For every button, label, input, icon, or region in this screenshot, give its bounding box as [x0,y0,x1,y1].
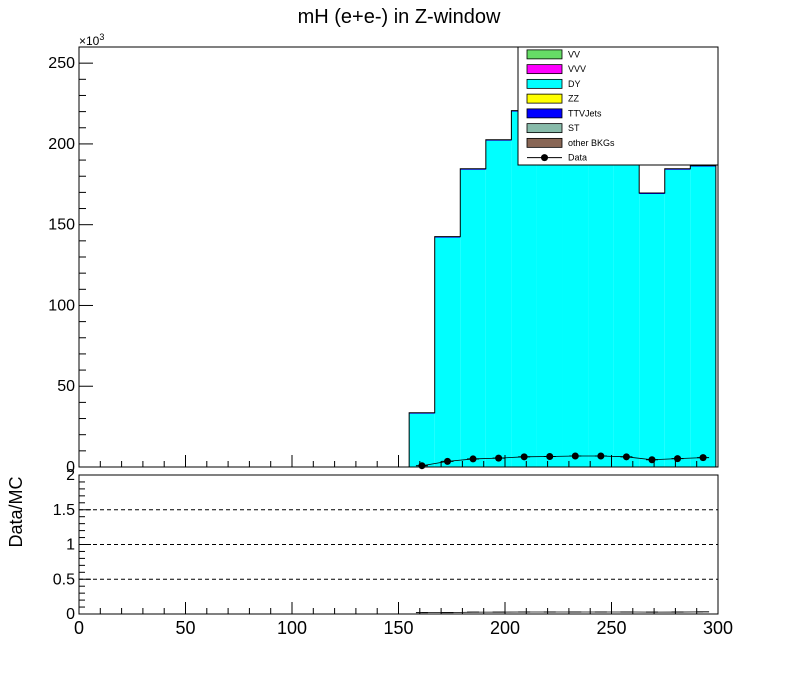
ratio-x-tick-label: 0 [74,618,84,638]
ratio-x-tick-label: 150 [383,618,413,638]
ratio-panel: 0 0.5 1 1.5 2 0 50 100 150 200 250 300 [53,467,733,638]
data-point-1 [443,457,451,465]
main-y-tick-label: 200 [48,136,75,153]
legend-swatch-4 [526,108,563,119]
main-y-tick-label: 250 [48,55,75,72]
bar-dy-9 [639,194,665,467]
main-y-tick-label: 50 [57,378,75,395]
bar-dy-10 [664,169,691,467]
bar-dy-2 [460,169,486,467]
bar-dy-0 [409,413,435,467]
ratio-connect-line [421,611,704,614]
y-multiplier-base: ×10 [79,34,100,48]
ratio-y-tick-label: 0.5 [53,571,75,588]
ratio-y-tick-label: 0 [66,606,75,623]
main-y-tick-label: 0 [66,459,75,476]
ratio-y-tick-label: 2 [66,467,75,484]
bar-dy-8 [613,111,640,467]
ratio-y-tick-label: 1.5 [53,502,75,519]
ratio-x-tick-label: 250 [596,618,626,638]
bar-dy-4 [511,111,537,467]
main-y-tick-label: 100 [48,297,75,314]
legend-swatch-1 [526,64,563,75]
data-point-6 [571,452,579,460]
data-point-11 [699,454,707,462]
legend-label-6: other BKGs [568,138,615,148]
y-multiplier-exponent: 3 [99,32,104,42]
ratio-y-tick-label: 1 [66,537,75,554]
bar-dy-1 [434,237,461,467]
ratio-x-tick-label: 100 [277,618,307,638]
legend-label-3: ZZ [568,94,579,104]
data-point-3 [495,454,503,462]
legend-label-7: Data [568,153,587,163]
legend-swatch-2 [526,78,563,89]
bar-dy-11 [690,166,716,468]
data-point-10 [674,455,682,463]
legend-swatch-5 [526,123,563,134]
data-point-2 [469,455,477,463]
ratio-y-axis-label: Data/MC [6,476,26,547]
main-panel: 0 50 100 150 200 250 [48,46,719,476]
y-multiplier-label: ×103 [79,32,104,48]
legend-label-2: DY [568,79,581,89]
chart-title: mH (e+e-) in Z-window [298,6,501,28]
data-point-8 [622,453,630,461]
data-point-5 [546,453,554,460]
data-point-7 [597,452,605,460]
bar-dy-3 [485,140,512,467]
legend-label-5: ST [568,123,580,133]
legend-swatch-0 [526,49,563,60]
ratio-x-tick-label: 50 [175,618,195,638]
ratio-frame [78,474,719,615]
legend-label-1: VVV [568,64,586,74]
ratio-x-tick-label: 300 [703,618,733,638]
data-point-4 [520,453,528,461]
main-y-tick-label: 150 [48,217,75,234]
ratio-x-tick-label: 200 [490,618,520,638]
legend-label-0: VV [568,49,580,59]
legend-label-4: TTVJets [568,108,602,118]
legend-swatch-3 [526,93,563,104]
legend-swatch-6 [526,137,563,148]
legend-data-marker [541,154,548,162]
